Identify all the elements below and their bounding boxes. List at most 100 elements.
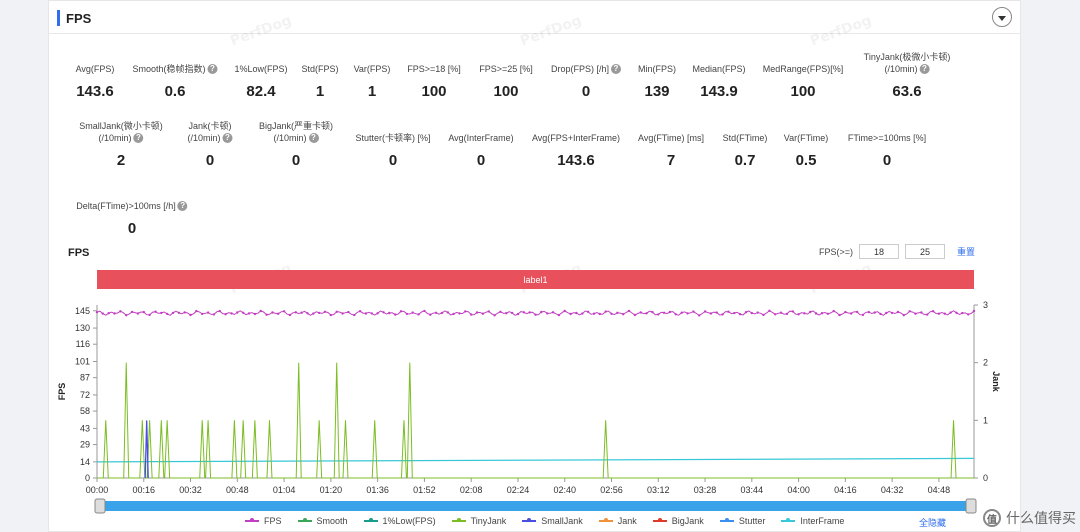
fps-point — [785, 312, 789, 316]
panel-header: FPS — [57, 7, 91, 29]
stat-label-unit-text: (/10min) — [98, 133, 132, 143]
legend-item[interactable]: TinyJank — [451, 516, 507, 526]
fps-point — [750, 311, 753, 315]
stat-label-text: Std(FPS) — [301, 64, 339, 74]
legend-item[interactable]: Smooth — [297, 516, 348, 526]
reset-button[interactable]: 重置 — [957, 247, 976, 257]
stat-item: MedRange(FPS)[%] 100 — [763, 63, 844, 100]
fps-point — [487, 310, 490, 313]
stat-label: Stutter(卡顿率) [%] — [355, 132, 430, 144]
fps-point — [738, 313, 742, 316]
fps-threshold-input-2[interactable] — [905, 244, 946, 259]
help-icon[interactable]: ? — [308, 133, 319, 143]
fps-point — [972, 309, 976, 313]
stat-label: SmallJank(微小卡顿) — [79, 120, 163, 132]
help-icon[interactable]: ? — [207, 64, 218, 74]
stat-item: Avg(FPS) 143.6 — [76, 63, 115, 100]
fps-point — [546, 312, 549, 315]
stat-value: 0.6 — [164, 83, 186, 100]
stat-value: 82.4 — [246, 83, 276, 100]
legend-swatch — [363, 518, 378, 522]
help-icon[interactable]: ? — [919, 64, 930, 74]
stat-value: 0 — [291, 152, 301, 169]
fps-point — [610, 312, 613, 315]
fps-point — [382, 311, 385, 314]
legend-item[interactable]: Stutter — [719, 516, 765, 526]
fps-point — [540, 310, 543, 314]
fps-point — [931, 310, 935, 313]
stat-value: 0 — [388, 152, 398, 169]
fps-point — [522, 311, 525, 314]
stat-item: FTime>=100ms [%] 0 — [848, 132, 926, 169]
label-bar-text: label1 — [523, 274, 548, 285]
stat-value: 0.7 — [734, 152, 756, 169]
fps-point — [499, 310, 502, 313]
fps-point — [107, 312, 110, 315]
help-icon[interactable]: ? — [611, 64, 622, 74]
fps-point — [791, 310, 794, 313]
fps-point — [358, 310, 362, 313]
fps-point — [376, 312, 379, 315]
stat-item: TinyJank(极微小卡顿) (/10min)? 63.6 — [864, 51, 951, 100]
stat-label: Avg(FTime) [ms] — [638, 132, 704, 144]
help-icon[interactable]: ? — [133, 133, 144, 143]
legend-label: TinyJank — [470, 516, 507, 526]
y-tick-label: 145 — [75, 306, 90, 316]
fps-point — [125, 314, 128, 317]
y-tick-label: 87 — [80, 373, 90, 383]
range-handle-right[interactable] — [965, 498, 977, 514]
legend-item[interactable]: SmallJank — [522, 516, 583, 526]
fps-point — [247, 312, 251, 315]
y-tick-label: 101 — [75, 357, 90, 367]
stat-label-text: BigJank(严重卡顿) — [258, 121, 334, 131]
fps-point — [470, 313, 473, 316]
stat-label-text: Avg(FTime) [ms] — [637, 133, 705, 143]
legend-item[interactable]: FPS — [245, 516, 282, 526]
legend-label: FPS — [264, 516, 282, 526]
fps-point — [341, 312, 344, 315]
fps-point — [955, 311, 958, 314]
fps-point — [855, 310, 859, 314]
legend-item[interactable]: 1%Low(FPS) — [363, 516, 436, 526]
fps-point — [967, 313, 970, 316]
legend-item[interactable]: BigJank — [652, 516, 704, 526]
fps-point — [493, 314, 496, 317]
stat-item: Stutter(卡顿率) [%] 0 — [355, 132, 430, 169]
y-axis-label: FPS — [57, 383, 67, 401]
fps-point — [505, 312, 508, 315]
stat-label: BigJank(严重卡顿) — [259, 120, 333, 132]
fps-point — [458, 312, 461, 315]
fps-point — [101, 312, 104, 315]
legend-swatch — [781, 518, 796, 522]
legend-label: InterFrame — [800, 516, 845, 526]
help-icon[interactable]: ? — [222, 133, 233, 143]
fps-threshold-input-1[interactable] — [859, 244, 900, 259]
fps-point — [148, 313, 151, 317]
fps-point — [861, 313, 865, 317]
fps-point — [534, 313, 537, 316]
range-handle-left[interactable] — [94, 498, 106, 514]
legend-item[interactable]: Jank — [598, 516, 637, 526]
fps-point — [154, 310, 157, 313]
header-accent-bar — [57, 10, 60, 26]
collapse-button[interactable] — [992, 7, 1012, 27]
x-tick-label: 00:00 — [86, 485, 109, 495]
fps-point — [908, 310, 911, 313]
fps-point — [218, 309, 221, 313]
y2-tick-label: 0 — [983, 473, 988, 483]
fps-point — [183, 311, 186, 314]
legend-swatch — [451, 518, 466, 522]
fps-point — [294, 311, 297, 314]
label-bar[interactable]: label1 — [97, 270, 974, 289]
stat-value: 0 — [882, 152, 892, 169]
fps-point — [318, 311, 321, 315]
help-icon[interactable]: ? — [177, 201, 188, 211]
fps-point — [265, 313, 268, 316]
stat-item: Var(FPS) 1 — [354, 63, 391, 100]
hide-all-button[interactable]: 全隐藏 — [919, 518, 947, 528]
legend-item[interactable]: InterFrame — [781, 516, 844, 526]
stat-value: 100 — [790, 83, 816, 100]
fps-point — [616, 311, 619, 314]
fps-point — [212, 313, 216, 316]
fps-point — [329, 313, 333, 317]
